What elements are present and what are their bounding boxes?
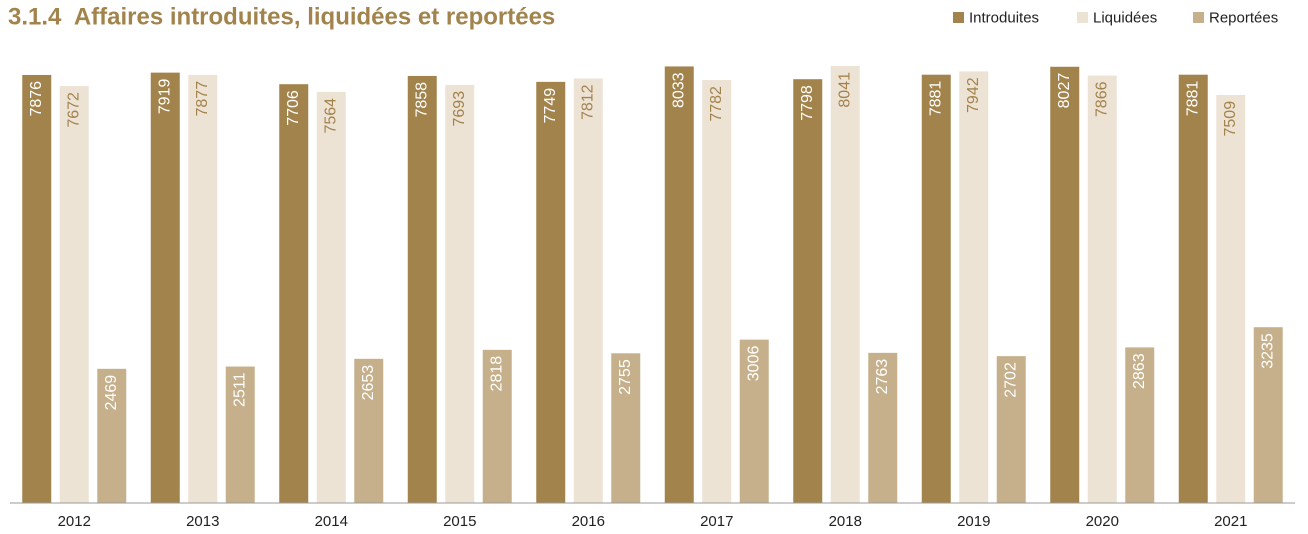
legend-swatch (1193, 12, 1204, 23)
value-label: 7782 (708, 86, 725, 122)
value-label: 7706 (285, 90, 302, 126)
bar (702, 80, 732, 503)
value-label: 7509 (1222, 101, 1239, 137)
bar (407, 75, 437, 503)
bar (1178, 74, 1208, 503)
bar (868, 352, 898, 503)
value-label: 3006 (745, 346, 762, 382)
value-label: 2863 (1131, 353, 1148, 389)
legend-swatch (1077, 12, 1088, 23)
value-label: 3235 (1259, 333, 1276, 369)
bar (150, 72, 180, 503)
legend-swatch (953, 12, 964, 23)
x-tick-label: 2017 (700, 513, 733, 530)
legend-label: Liquidées (1093, 9, 1157, 26)
x-tick-label: 2015 (443, 513, 476, 530)
bar (921, 74, 951, 503)
x-tick-label: 2012 (58, 513, 91, 530)
bar (316, 91, 346, 503)
value-label: 7693 (451, 91, 468, 127)
value-label: 8027 (1056, 73, 1073, 109)
value-label: 7919 (156, 79, 173, 115)
value-label: 7881 (927, 81, 944, 117)
value-label: 7564 (322, 98, 339, 134)
value-label: 2511 (231, 372, 248, 407)
bar (22, 74, 52, 504)
chart-title: 3.1.4 Affaires introduites, liquidées et… (8, 3, 555, 30)
bar (573, 78, 603, 503)
value-label: 7749 (542, 88, 559, 124)
value-label: 7858 (413, 82, 430, 118)
bar (97, 368, 127, 503)
x-tick-label: 2021 (1214, 513, 1247, 530)
bar (1125, 347, 1155, 503)
bar (1050, 66, 1080, 503)
legend-label: Reportées (1209, 9, 1278, 26)
bar (1216, 94, 1246, 503)
bar (188, 74, 218, 504)
bar (279, 84, 309, 504)
bar (1253, 327, 1283, 503)
bar (959, 71, 989, 503)
x-tick-label: 2016 (572, 513, 605, 530)
x-tick-label: 2018 (829, 513, 862, 530)
value-label: 7876 (28, 81, 45, 117)
x-tick-label: 2014 (315, 513, 348, 530)
bar (354, 358, 384, 503)
bar (996, 356, 1026, 503)
value-label: 2702 (1002, 362, 1019, 398)
x-tick-label: 2020 (1086, 513, 1119, 530)
bar (739, 339, 769, 503)
value-label: 2755 (617, 359, 634, 395)
value-label: 2763 (874, 359, 891, 395)
bar (482, 349, 512, 503)
bar (664, 66, 694, 504)
value-label: 7866 (1093, 81, 1110, 117)
bar (225, 366, 255, 503)
x-tick-label: 2013 (186, 513, 219, 530)
bar (611, 353, 641, 503)
bar (536, 81, 566, 503)
bar (793, 79, 823, 504)
value-label: 8041 (836, 72, 853, 108)
value-label: 2818 (488, 356, 505, 392)
value-label: 8033 (670, 72, 687, 108)
value-label: 7877 (194, 81, 211, 117)
value-label: 2469 (103, 375, 120, 411)
value-label: 7942 (965, 77, 982, 113)
value-label: 7812 (579, 84, 596, 120)
value-label: 7798 (799, 85, 816, 121)
bar (830, 66, 860, 503)
bar (1087, 75, 1117, 504)
bar (445, 84, 475, 504)
bar (59, 86, 89, 504)
value-label: 2653 (360, 365, 377, 401)
value-label: 7672 (65, 92, 82, 128)
x-tick-label: 2019 (957, 513, 990, 530)
value-label: 7881 (1184, 81, 1201, 117)
legend-label: Introduites (969, 9, 1039, 26)
